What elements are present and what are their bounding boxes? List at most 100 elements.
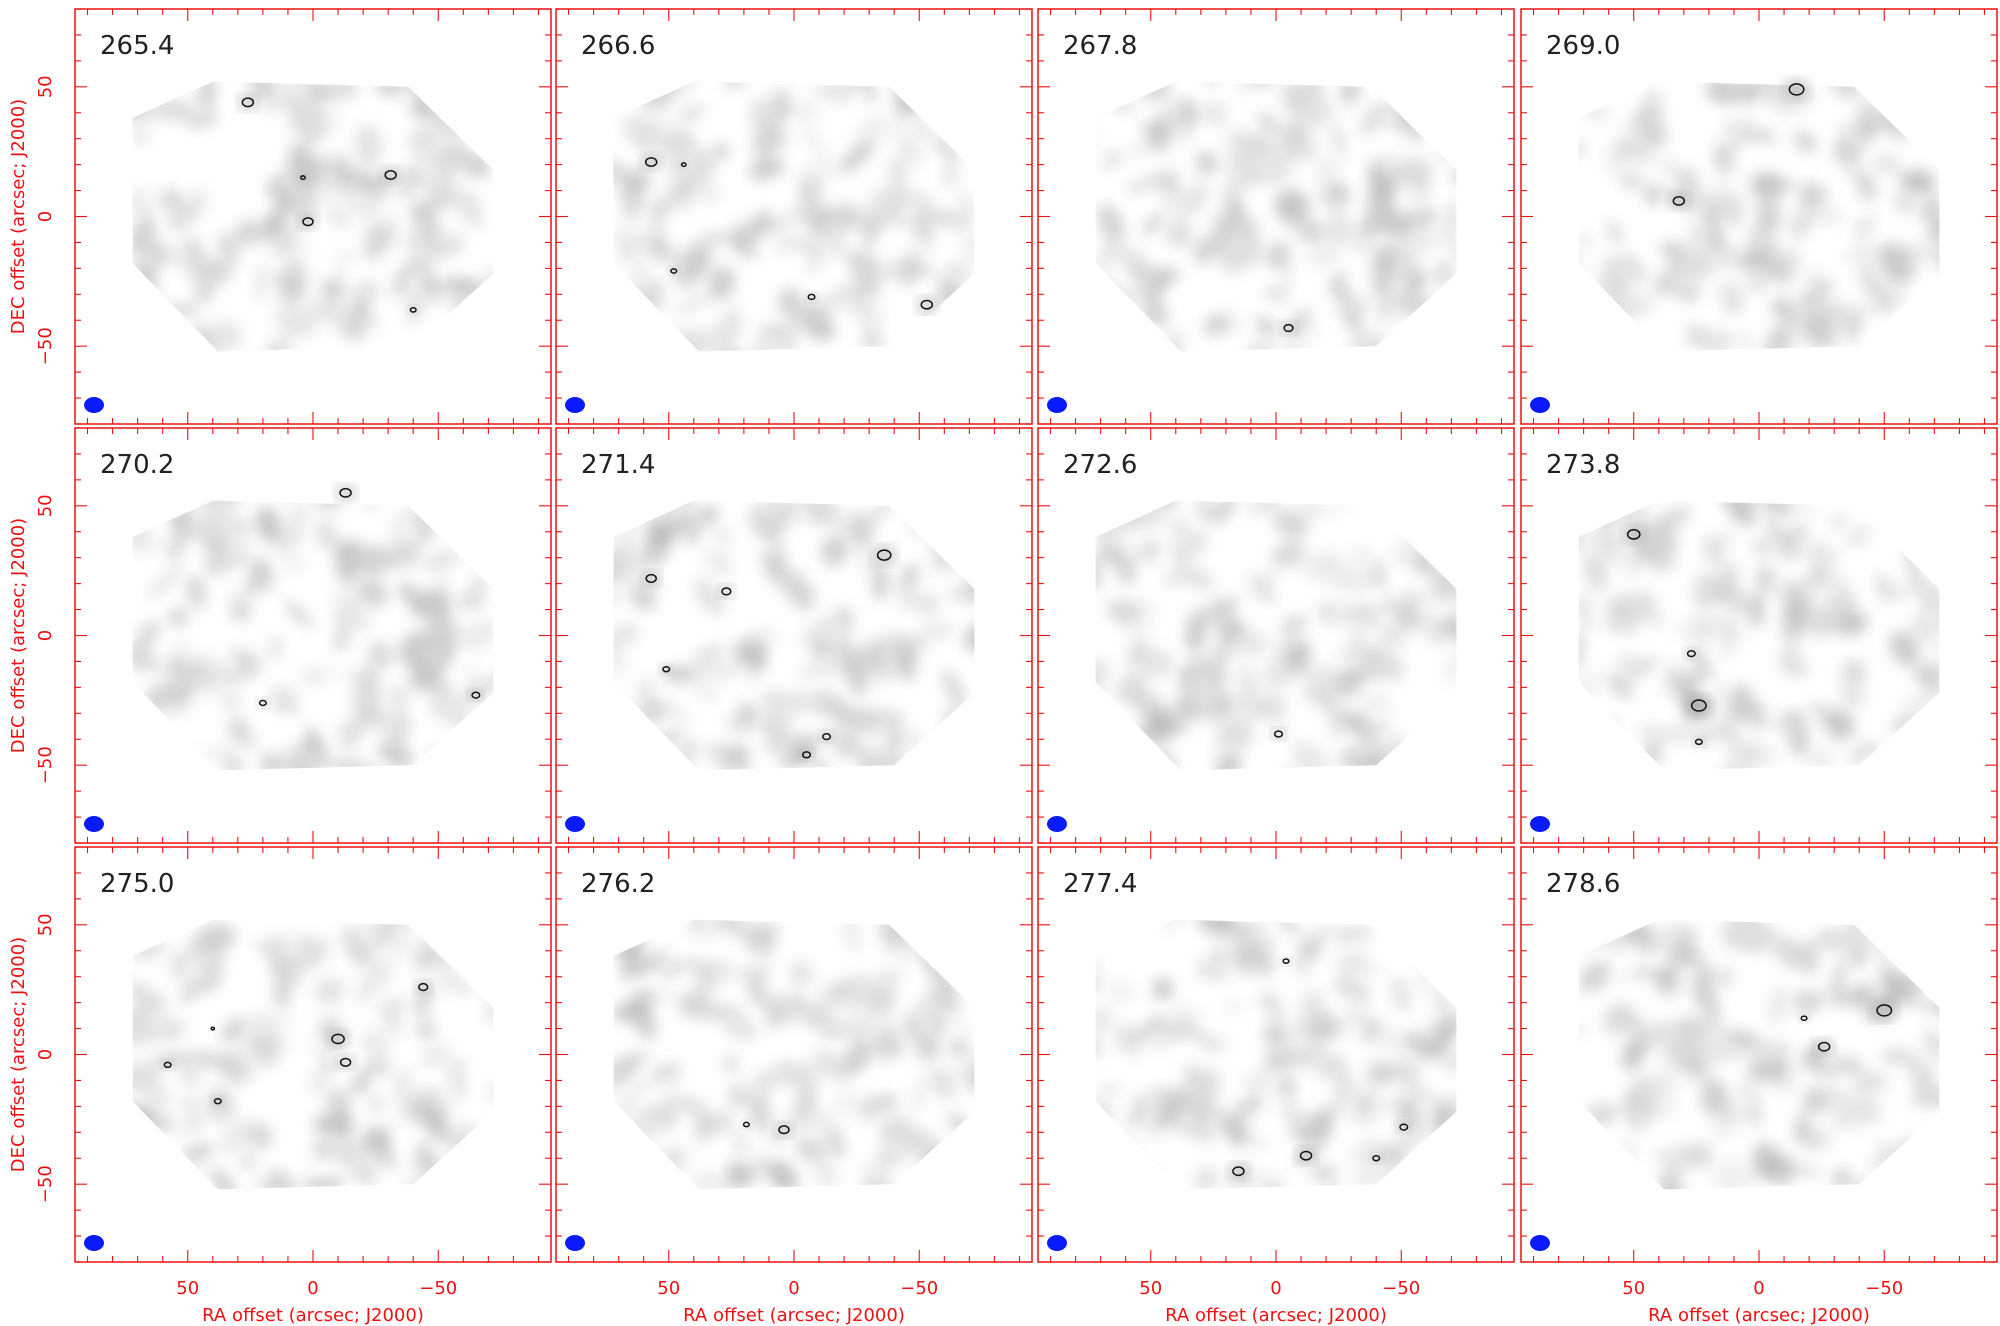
source-contour [680,162,687,168]
channel-label: 272.6 [1063,450,1137,480]
source-contour [302,217,314,227]
x-tick-label: 50 [1622,1278,1645,1299]
y-tick-label: 50 [35,913,56,936]
y-tick-label: 50 [35,75,56,98]
beam-ellipse [84,397,104,413]
tick-marks [556,846,1032,1263]
emission-peak [415,980,432,994]
x-tick-label: 0 [788,1278,799,1299]
emission-peak [774,1122,793,1137]
source-contour [1299,1150,1313,1161]
panel-frame [74,846,552,1263]
panel-grid: 265.4 50 0 −50 266.6 267.8 269.0 270.2 50 0 −50 271… [35,8,1998,1299]
axis-titles: RA offset (arcsec; J2000) RA offset (arcs… [8,99,1870,1326]
source-contour [1672,195,1686,206]
emission-peak [1668,192,1689,209]
emission-peak [1370,1153,1383,1164]
source-contour [339,1057,352,1067]
source-contour [331,1033,345,1045]
beam-ellipse [84,816,104,832]
emission-peak [1783,79,1810,100]
noise-field [1095,919,1457,1190]
tick-marks [1038,846,1514,1263]
source-contour [418,982,429,992]
emission-peak [211,1096,224,1106]
source-contour [1876,1004,1893,1017]
source-contour [241,97,255,108]
beam-ellipse [1530,1235,1550,1251]
x-axis-title: RA offset (arcsec; J2000) [683,1305,905,1326]
emission-peak [1622,525,1645,544]
source-contour [409,307,417,313]
channel-label: 267.8 [1063,31,1137,61]
noise-field [1578,500,1940,771]
y-axis-title: DEC offset (arcsec; J2000) [8,937,29,1172]
noise-field [132,500,494,771]
channel-label: 278.6 [1546,869,1620,899]
y-tick-label: 0 [35,1049,56,1060]
x-tick-label: 0 [1270,1278,1281,1299]
x-axis-title: RA offset (arcsec; J2000) [1165,1305,1387,1326]
x-tick-label: −50 [419,1278,457,1299]
channel-panel: 276.2 50 0 −50 [555,846,1033,1299]
emission-peak [641,154,662,171]
source-contour [339,487,352,498]
tick-marks [75,427,551,844]
source-contour [1817,1041,1831,1052]
channel-label: 277.4 [1063,869,1137,899]
channel-label: 275.0 [100,869,174,899]
x-axis-title: RA offset (arcsec; J2000) [1648,1305,1870,1326]
channel-label: 276.2 [581,869,655,899]
tick-marks [1521,8,1997,425]
tick-marks [556,8,1032,425]
x-axis-title: RA offset (arcsec; J2000) [202,1305,424,1326]
x-tick-label: 50 [176,1278,199,1299]
noise-field [1578,81,1940,352]
emission-peak [468,689,483,701]
source-contour [1399,1123,1409,1131]
source-contour [1273,730,1284,738]
source-contour [300,175,306,181]
channel-panel: 265.4 50 0 −50 [35,8,552,425]
x-tick-label: −50 [1382,1278,1420,1299]
tick-marks [556,427,1032,844]
beam-ellipse [1047,816,1067,832]
channel-panel: 278.6 50 0 −50 [1520,846,1998,1299]
beam-ellipse [1047,1235,1067,1251]
source-contour [1690,699,1707,712]
beam-ellipse [565,1235,585,1251]
x-tick-label: 0 [1753,1278,1764,1299]
source-contour [778,1125,790,1135]
emission-peak [642,571,661,586]
tick-marks [1521,846,1997,1263]
source-contour [163,1061,172,1069]
channel-label: 269.0 [1546,31,1620,61]
channel-panel: 266.6 [555,8,1033,425]
emission-peak [660,664,673,675]
source-contour [1686,650,1696,658]
y-tick-label: −50 [35,1165,56,1203]
channel-label: 265.4 [100,31,174,61]
emission-peak [1814,1038,1835,1055]
tick-marks [1038,427,1514,844]
noise-field [613,81,975,352]
emission-peak [805,292,818,302]
beam-ellipse [1047,397,1067,413]
emission-peak [1692,737,1705,747]
y-tick-label: −50 [35,327,56,365]
y-tick-label: −50 [35,746,56,784]
source-contour [210,1026,216,1031]
y-axis-title: DEC offset (arcsec; J2000) [8,99,29,334]
source-contour [662,665,671,673]
channel-panel: 273.8 [1520,427,1998,844]
channel-label: 271.4 [581,450,655,480]
emission-peak [336,1055,355,1070]
channel-label: 270.2 [100,450,174,480]
x-tick-label: −50 [1865,1278,1903,1299]
source-contour [822,733,832,741]
noise-field [1095,500,1457,771]
emission-peak [1228,1163,1249,1180]
tick-marks [1521,427,1997,844]
emission-peak [1871,1000,1898,1021]
emission-peak [1296,1147,1317,1164]
